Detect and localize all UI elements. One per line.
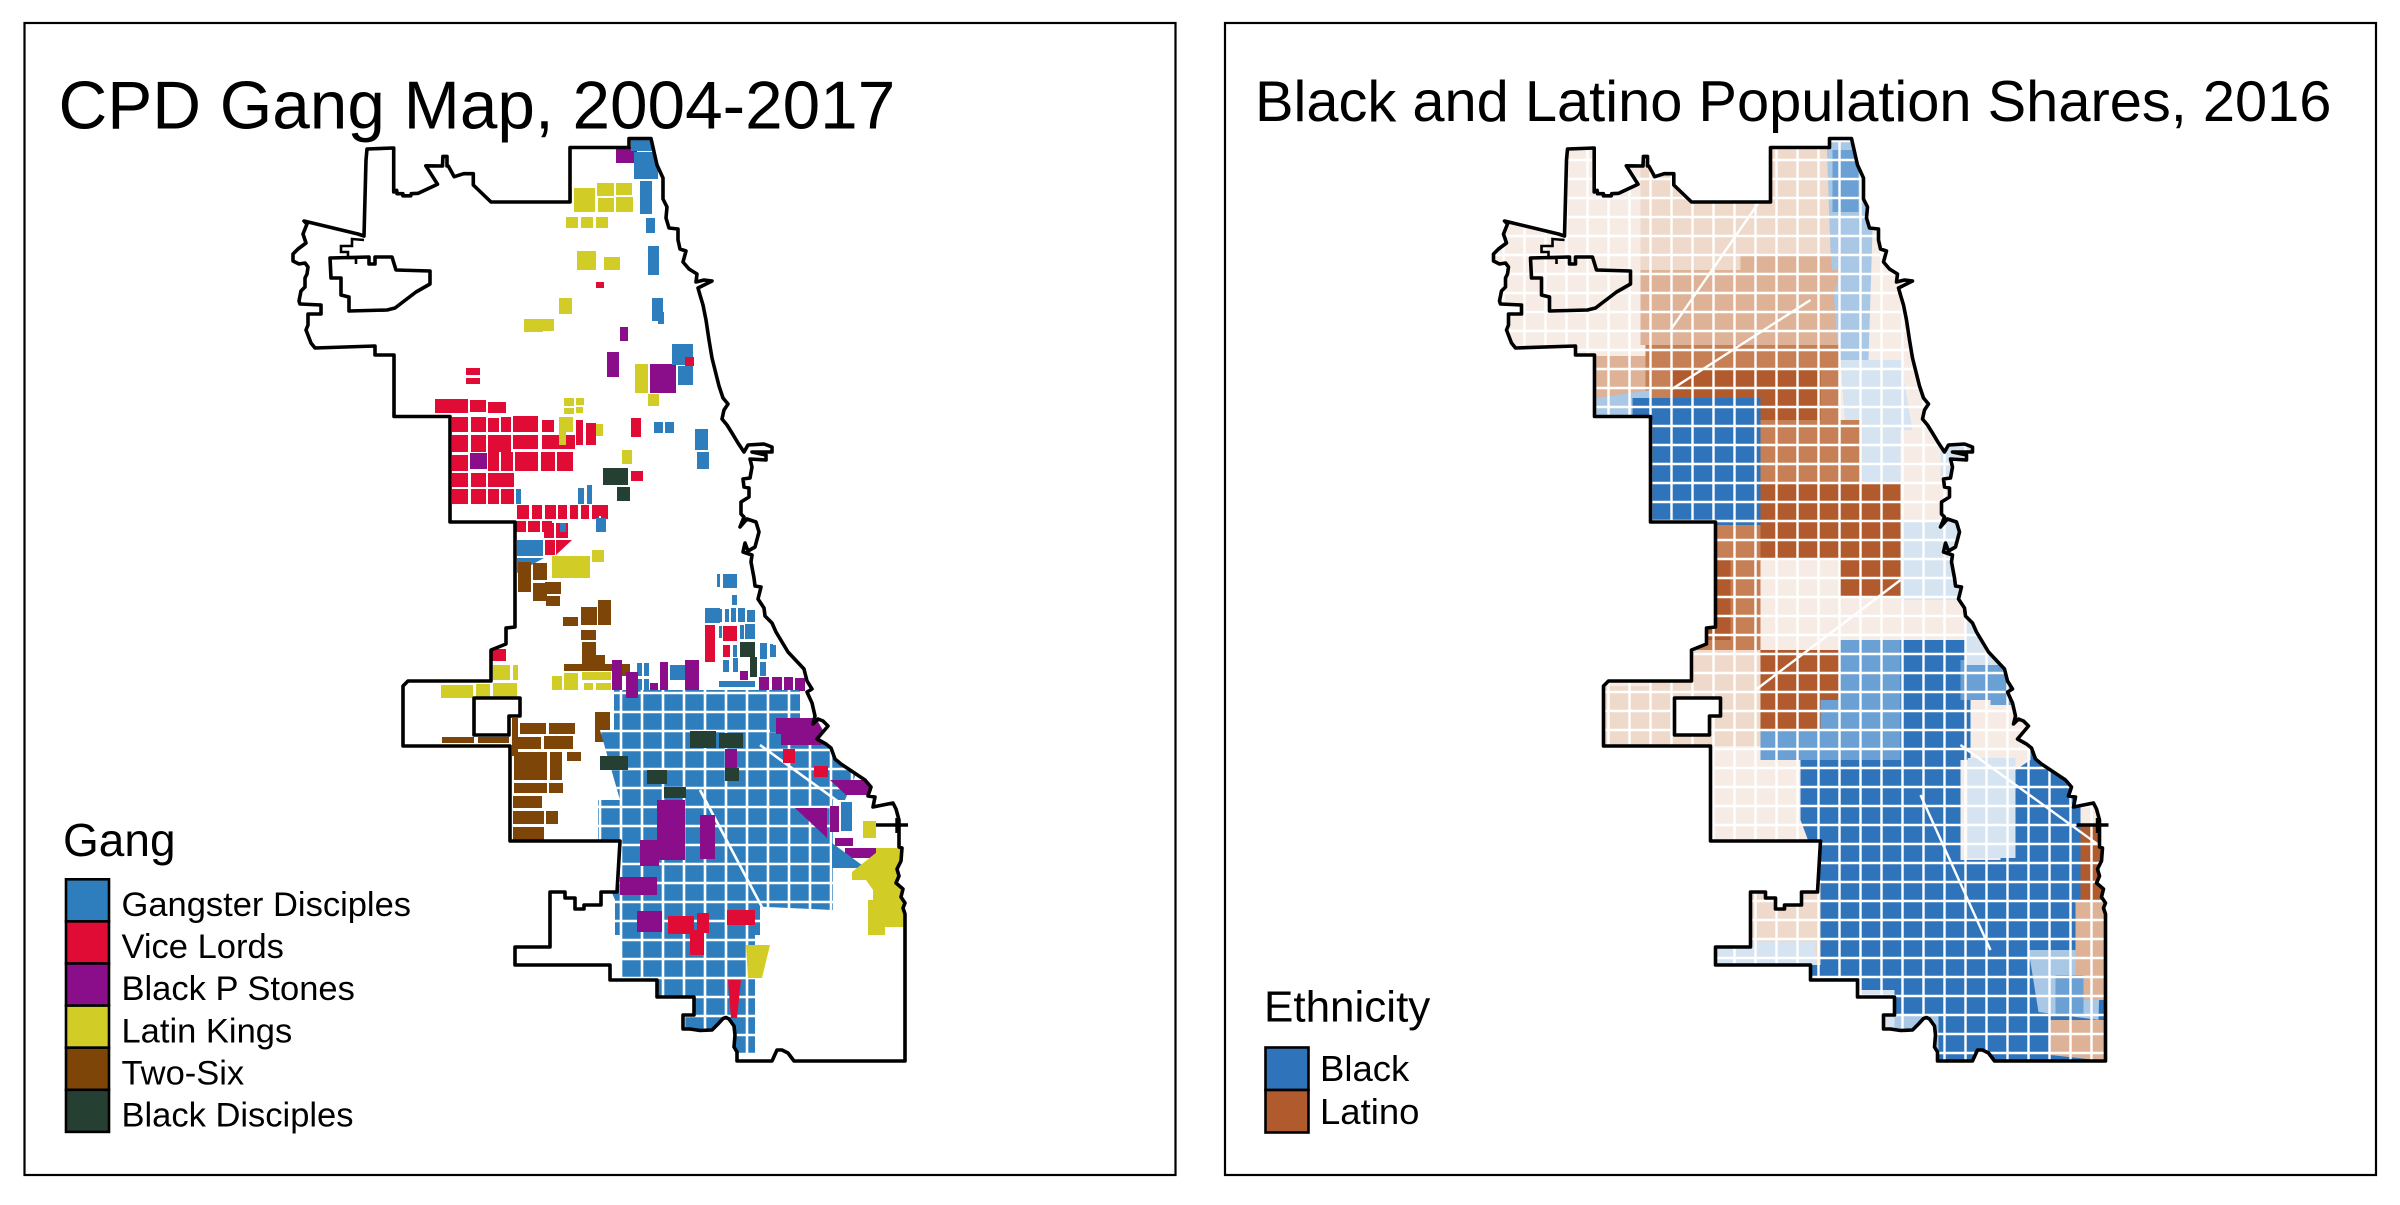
svg-text:Black: Black — [1320, 1048, 1410, 1089]
svg-text:Ethnicity: Ethnicity — [1264, 983, 1430, 1032]
svg-text:Two-Six: Two-Six — [122, 1054, 245, 1092]
svg-text:Gang: Gang — [63, 814, 176, 866]
svg-text:Black and Latino Population Sh: Black and Latino Population Shares, 2016 — [1255, 70, 2331, 134]
svg-text:Latino: Latino — [1320, 1091, 1419, 1132]
svg-text:CPD Gang Map, 2004-2017: CPD Gang Map, 2004-2017 — [59, 68, 896, 143]
svg-text:Gangster Disciples: Gangster Disciples — [122, 886, 412, 924]
svg-text:Vice Lords: Vice Lords — [122, 928, 284, 966]
svg-text:Black Disciples: Black Disciples — [122, 1097, 354, 1135]
svg-text:Latin Kings: Latin Kings — [122, 1012, 293, 1050]
svg-text:Black P Stones: Black P Stones — [122, 970, 355, 1008]
